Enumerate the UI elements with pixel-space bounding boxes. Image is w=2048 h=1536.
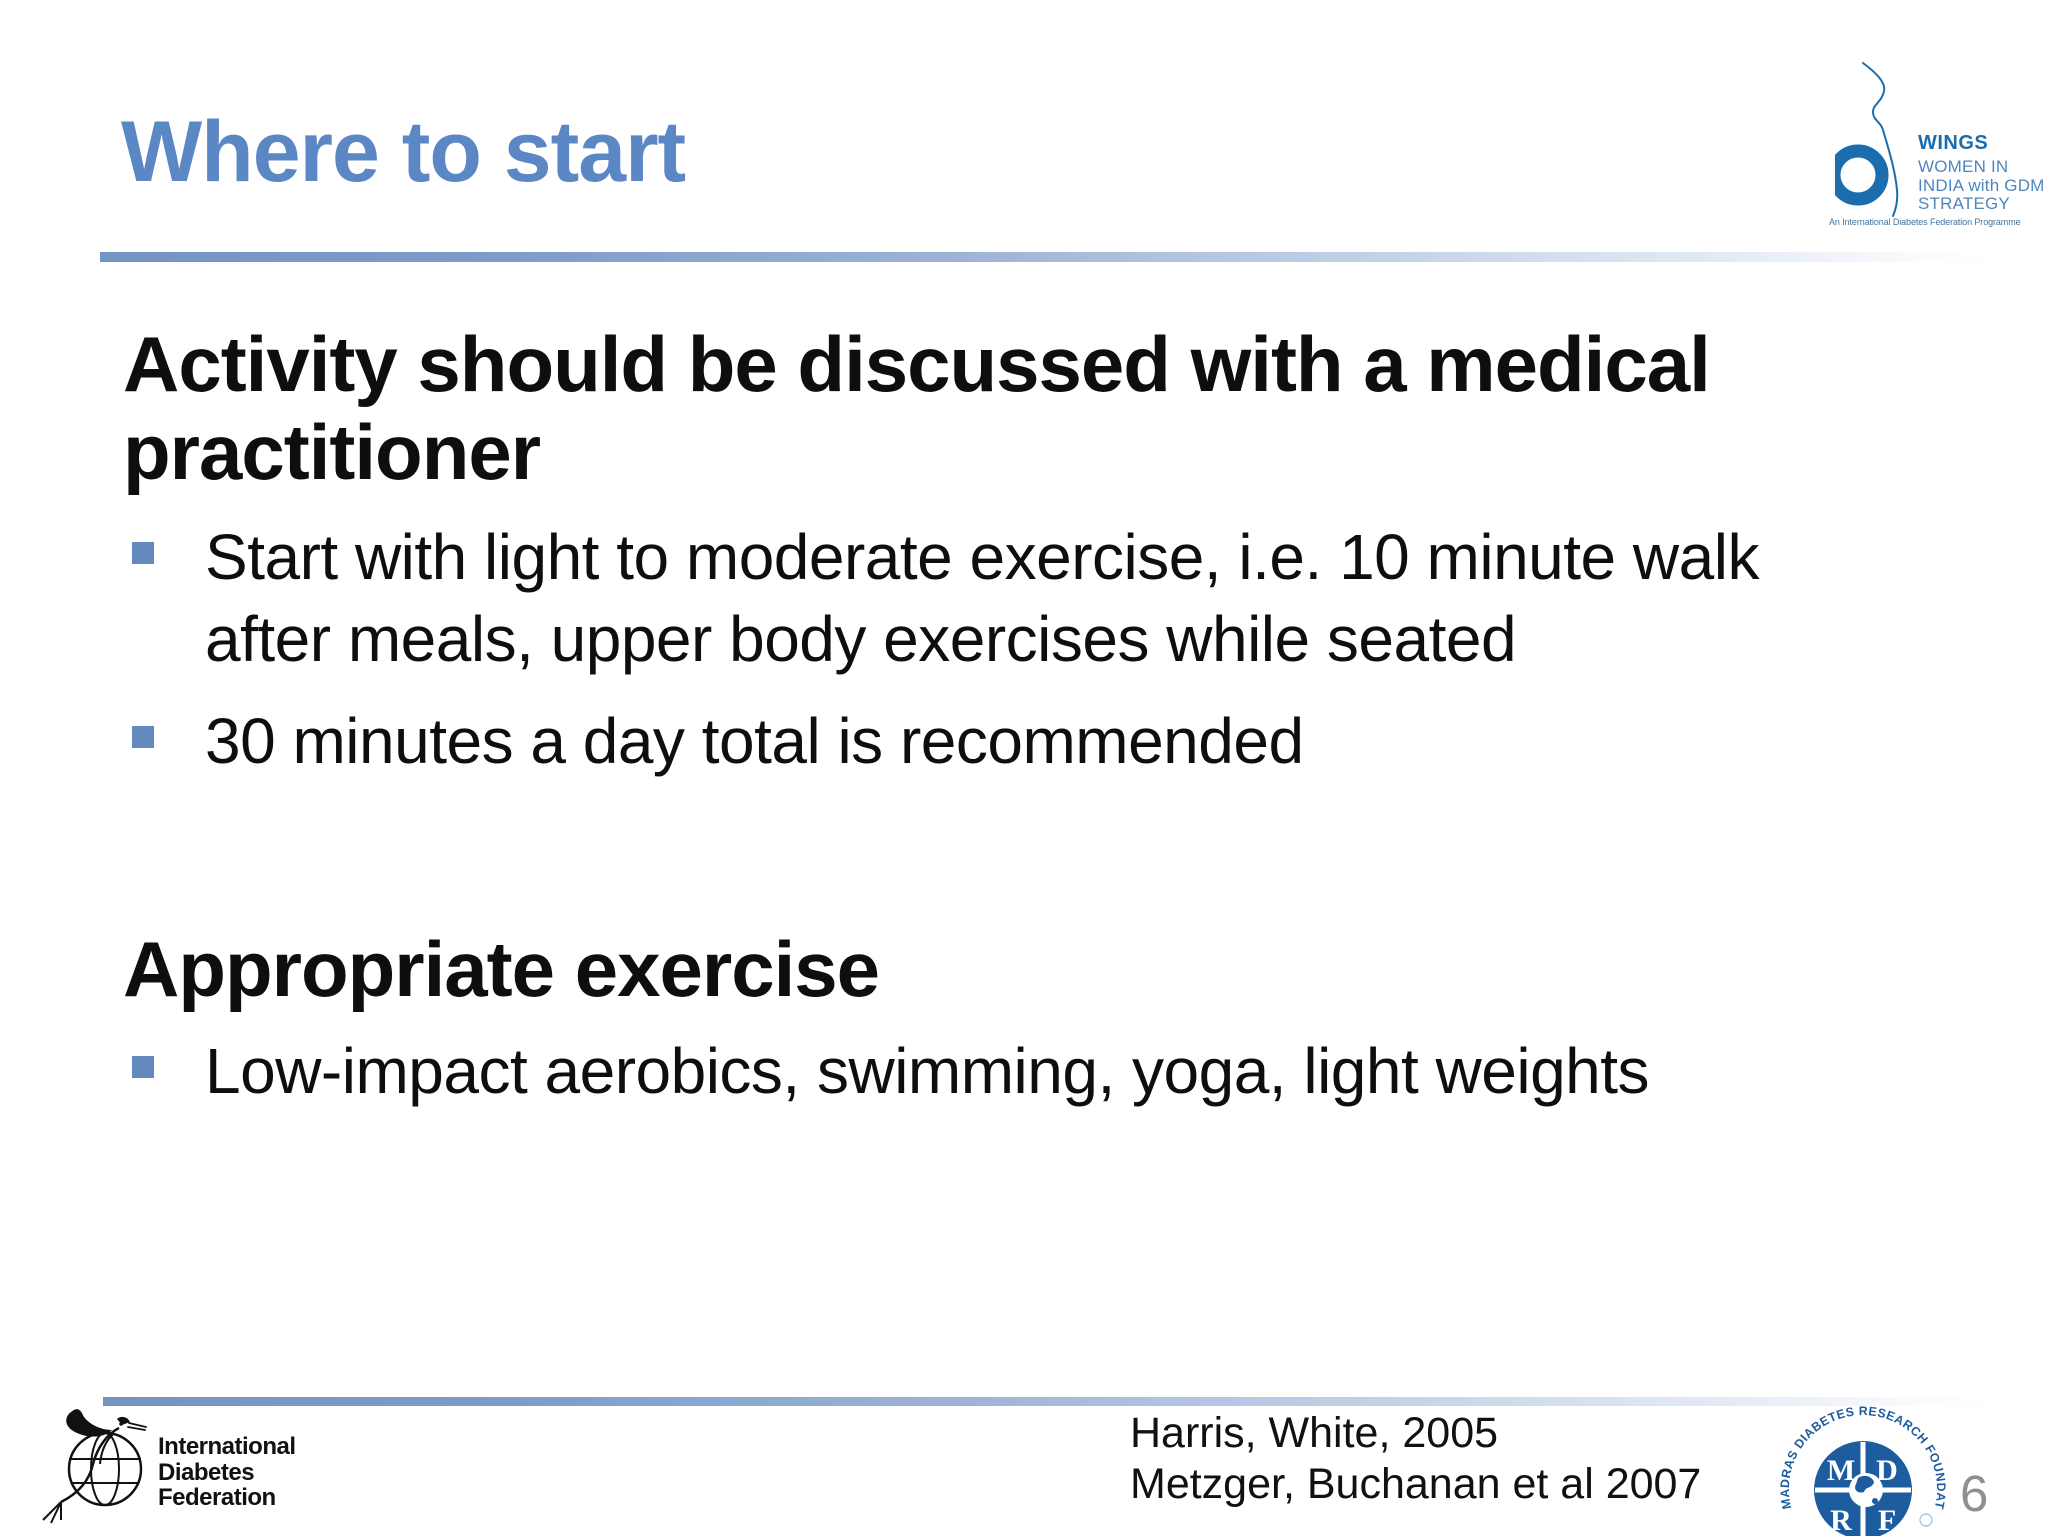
wings-logo-graphic (1835, 62, 1899, 217)
wings-ring-icon (1835, 144, 1889, 206)
wings-logo: WINGS WOMEN IN INDIA with GDM STRATEGY A… (1829, 58, 2047, 244)
bullet-text: 30 minutes a day total is recommended (205, 705, 1304, 777)
bullet-text: Low-impact aerobics, swimming, yoga, lig… (205, 1035, 1650, 1107)
citations: Harris, White, 2005 Metzger, Buchanan et… (1130, 1408, 1701, 1510)
section-heading: Activity should be discussed with a medi… (123, 320, 1711, 496)
mdrf-letter: R (1830, 1504, 1852, 1536)
pregnant-woman-silhouette-icon (1862, 62, 1899, 217)
footer-rule (103, 1397, 1990, 1406)
section-heading: Appropriate exercise (123, 925, 880, 1013)
mdrf-letter: D (1876, 1454, 1898, 1487)
idf-logo-text: International Diabetes Federation (158, 1434, 296, 1511)
citation-line: Metzger, Buchanan et al 2007 (1130, 1460, 1702, 1508)
wings-logo-name: WINGS (1918, 132, 1989, 154)
citation-line: Harris, White, 2005 (1130, 1409, 1499, 1457)
idf-hummingbird-globe-icon (42, 1409, 147, 1524)
bullet-square-icon (132, 726, 154, 748)
idf-text-line: Diabetes (158, 1458, 255, 1486)
wings-logo-line: INDIA with GDM (1918, 176, 2045, 195)
wings-logo-line: STRATEGY (1918, 194, 2010, 213)
idf-text-line: Federation (158, 1484, 276, 1511)
slide-title: Where to start (121, 104, 686, 200)
title-underline (100, 252, 1990, 262)
page-number: 6 (1960, 1465, 1989, 1522)
bullet-text: Start with light to moderate exercise, i… (205, 521, 1759, 675)
list-item: 30 minutes a day total is recommended (132, 700, 1885, 782)
bullet-square-icon (132, 542, 154, 564)
idf-text-line: International (158, 1433, 296, 1460)
mdrf-trademark-icon (1919, 1513, 1933, 1527)
list-item: Start with light to moderate exercise, i… (132, 516, 1885, 680)
wings-logo-tagline: An International Diabetes Federation Pro… (1829, 217, 2021, 227)
mdrf-logo-graphic: MADRAS DIABETES RESEARCH FOUNDATION M D … (1775, 1391, 1948, 1536)
bullet-square-icon (132, 1056, 154, 1078)
idf-logo: International Diabetes Federation (33, 1402, 343, 1532)
mdrf-letter: M (1827, 1454, 1855, 1487)
bullet-list: Low-impact aerobics, swimming, yoga, lig… (132, 1030, 1892, 1112)
mdrf-logo: MADRAS DIABETES RESEARCH FOUNDATION M D … (1775, 1391, 1980, 1536)
list-item: Low-impact aerobics, swimming, yoga, lig… (132, 1030, 1885, 1112)
mdrf-letter: F (1878, 1504, 1896, 1536)
wings-logo-line: WOMEN IN (1918, 157, 2009, 176)
bullet-list: Start with light to moderate exercise, i… (132, 516, 1892, 782)
